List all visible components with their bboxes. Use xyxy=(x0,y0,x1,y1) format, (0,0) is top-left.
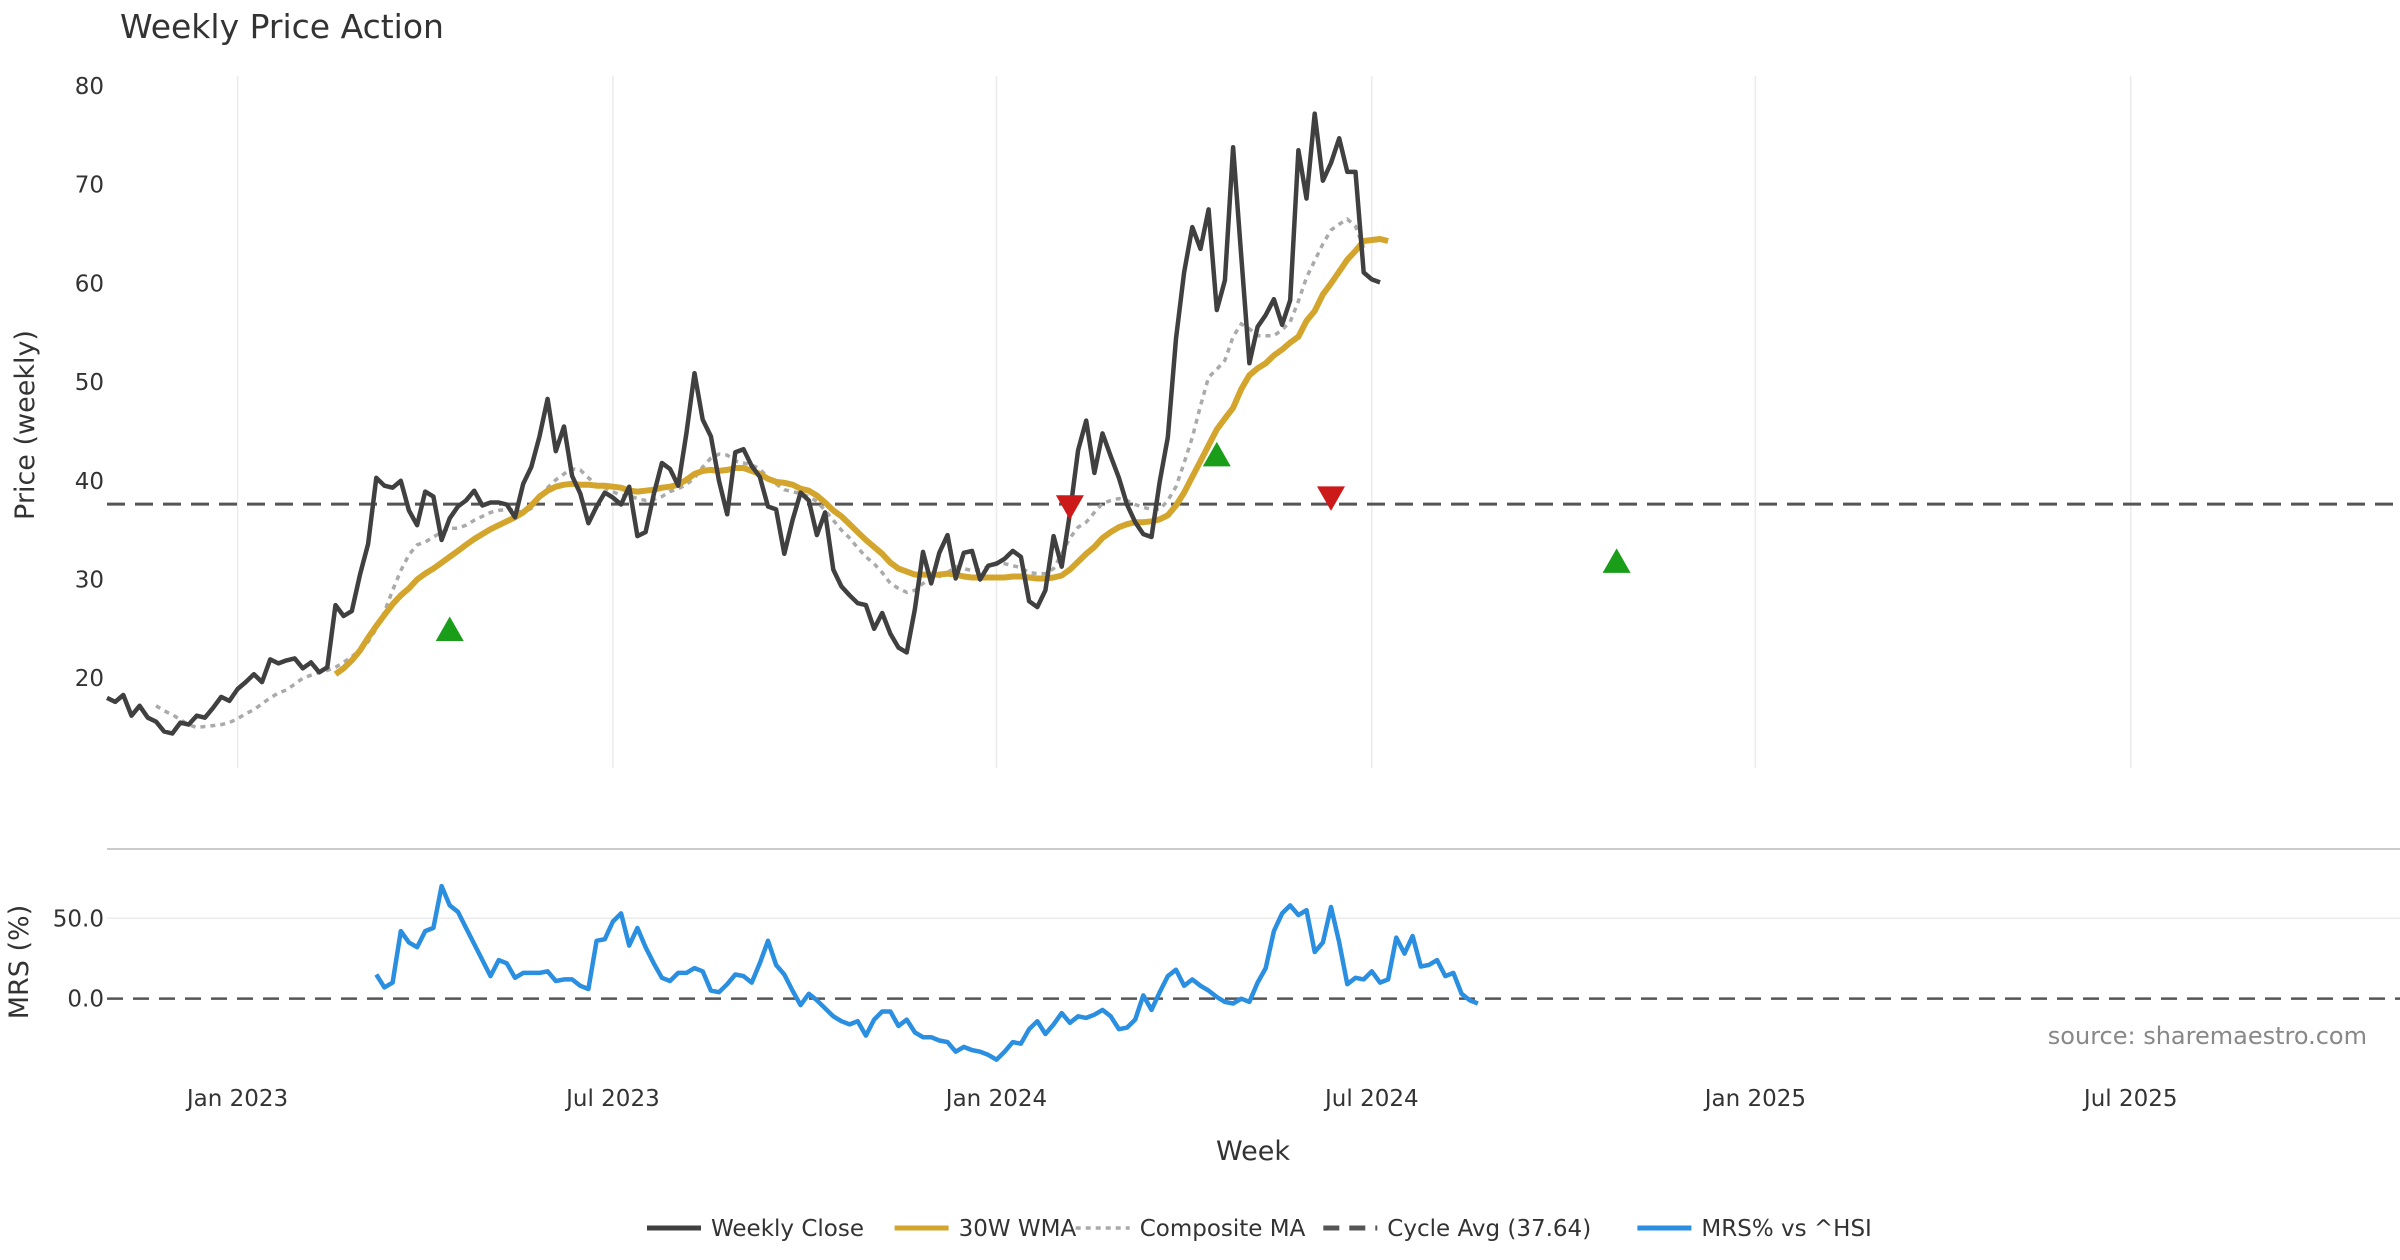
legend-label-cycle: Cycle Avg (37.64) xyxy=(1387,1216,1591,1242)
price-y-tick-50: 50 xyxy=(75,370,104,396)
x-tick-2: Jan 2024 xyxy=(944,1086,1047,1112)
price-y-tick-70: 70 xyxy=(75,173,104,199)
mrs-y-tick-labels: 0.0 50.0 xyxy=(53,906,104,1012)
x-tick-0: Jan 2023 xyxy=(185,1086,288,1112)
x-tick-3: Jul 2024 xyxy=(1323,1086,1419,1112)
legend-label-composite: Composite MA xyxy=(1140,1216,1306,1242)
x-axis-label: Week xyxy=(1216,1136,1290,1167)
x-tick-4: Jan 2025 xyxy=(1703,1086,1806,1112)
price-y-tick-80: 80 xyxy=(75,74,104,100)
sell-signal-1 xyxy=(1317,486,1346,511)
legend-label-close: Weekly Close xyxy=(711,1216,864,1242)
buy-signal-0 xyxy=(435,616,464,642)
price-y-tick-20: 20 xyxy=(75,666,104,692)
price-y-axis-label: Price (weekly) xyxy=(10,330,41,520)
x-tick-1: Jul 2023 xyxy=(564,1086,660,1112)
sell-signal-0 xyxy=(1055,495,1084,520)
mrs-y-axis-label: MRS (%) xyxy=(4,905,35,1020)
mrs-panel: MRS (%) 0.0 50.0 source: sharemaestro.com xyxy=(4,883,2400,1062)
x-tick-5: Jul 2025 xyxy=(2082,1086,2178,1112)
weekly-close-line xyxy=(106,111,1381,736)
price-panel: Price (weekly) 20 30 40 50 60 70 80 xyxy=(10,74,2400,736)
mrs-line xyxy=(374,883,1479,1062)
source-attribution: source: sharemaestro.com xyxy=(2048,1022,2367,1050)
legend-label-wma: 30W WMA xyxy=(959,1216,1077,1242)
buy-signal-2 xyxy=(1602,548,1631,573)
x-tick-labels: Jan 2023 Jul 2023 Jan 2024 Jul 2024 Jan 2025… xyxy=(185,1086,2178,1112)
chart-title: Weekly Price Action xyxy=(120,7,444,46)
buy-signal-1 xyxy=(1202,441,1231,467)
legend-label-mrs: MRS% vs ^HSI xyxy=(1701,1216,1871,1242)
price-y-tick-40: 40 xyxy=(75,469,104,495)
wma-30w-line xyxy=(333,236,1389,677)
trade-signals xyxy=(435,441,1631,642)
mrs-y-tick-1: 50.0 xyxy=(53,906,104,932)
price-y-tick-labels: 20 30 40 50 60 70 80 xyxy=(75,74,104,692)
mrs-y-tick-0: 0.0 xyxy=(67,987,104,1013)
vertical-gridlines xyxy=(236,76,2132,768)
price-y-tick-60: 60 xyxy=(75,271,104,297)
price-y-tick-30: 30 xyxy=(75,567,104,593)
legend: Weekly Close 30W WMA Composite MA Cycle Avg… xyxy=(647,1216,1872,1242)
